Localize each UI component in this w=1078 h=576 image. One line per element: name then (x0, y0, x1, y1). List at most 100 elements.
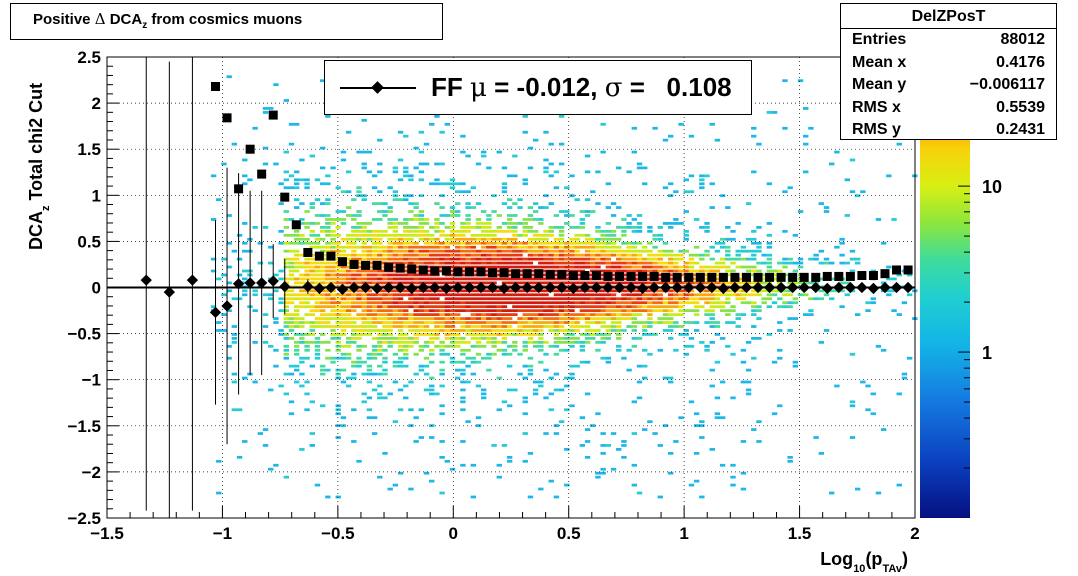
heatmap-cell (756, 309, 762, 313)
heatmap-cell (616, 348, 622, 352)
heatmap-cell (455, 237, 461, 241)
heatmap-cell (517, 301, 523, 305)
heatmap-cell (766, 253, 773, 257)
heatmap-cell (678, 249, 684, 253)
heatmap-cell (595, 301, 601, 305)
heatmap-cell (574, 317, 580, 320)
heatmap-cell (699, 257, 705, 261)
heatmap-cell (486, 249, 492, 253)
heatmap-cell (751, 289, 757, 293)
heatmap-cell (486, 214, 492, 217)
heatmap-cell (309, 233, 315, 237)
heatmap-cell (782, 229, 788, 233)
heatmap-cell (496, 253, 502, 257)
heatmap-cell (283, 325, 289, 328)
heatmap-cell (652, 305, 658, 309)
heatmap-cell (392, 241, 399, 245)
heatmap-cell (387, 337, 393, 340)
heatmap-cell (319, 277, 326, 281)
sigma-point (372, 260, 382, 270)
heatmap-cell (465, 329, 471, 332)
heatmap-cell (532, 380, 539, 384)
heatmap-cell (569, 241, 575, 245)
heatmap-cell (761, 281, 767, 285)
heatmap-cell (449, 360, 456, 364)
heatmap-cell (667, 249, 674, 253)
heatmap-cell (574, 321, 580, 324)
heatmap-cell (397, 237, 404, 241)
heatmap-cell (309, 305, 315, 309)
heatmap-cell (517, 281, 523, 285)
heatmap-cell (688, 344, 695, 348)
heatmap-cell (470, 313, 476, 316)
heatmap-cell (423, 281, 430, 285)
heatmap-cell (242, 269, 248, 273)
heatmap-cell (475, 424, 482, 427)
heatmap-cell (444, 253, 451, 257)
heatmap-cell (558, 297, 565, 301)
heatmap-cell (418, 222, 425, 225)
heatmap-cell (553, 265, 560, 269)
heatmap-cell (616, 325, 622, 328)
heatmap-cell (356, 226, 362, 229)
heatmap-cell (293, 321, 300, 324)
heatmap-cell (371, 277, 378, 281)
heatmap-cell (605, 444, 612, 447)
heatmap-cell (751, 325, 757, 328)
heatmap-cell (377, 337, 383, 340)
heatmap-cell (693, 309, 700, 313)
heatmap-cell (444, 277, 451, 281)
legend: FF μ = -0.012, σ = 0.108 (324, 60, 752, 115)
heatmap-cell (522, 459, 528, 463)
heatmap-cell (387, 392, 393, 396)
heatmap-cell (465, 293, 471, 297)
heatmap-cell (480, 226, 487, 229)
heatmap-cell (330, 305, 336, 309)
heatmap-cell (517, 333, 523, 336)
heatmap-cell (486, 340, 492, 344)
heatmap-cell (351, 329, 357, 332)
heatmap-cell (512, 226, 518, 229)
heatmap-cell (288, 218, 295, 221)
mean-point (232, 278, 245, 290)
heatmap-cell (460, 297, 466, 301)
heatmap-cell (330, 241, 336, 245)
heatmap-cell (335, 249, 341, 253)
heatmap-cell (444, 297, 451, 301)
heatmap-cell (283, 150, 289, 154)
heatmap-cell (444, 257, 451, 261)
heatmap-cell (345, 265, 352, 269)
heatmap-cell (434, 309, 440, 313)
sigma-point (822, 271, 832, 281)
heatmap-cell (304, 186, 310, 190)
heatmap-cell (548, 142, 554, 146)
heatmap-cell (387, 257, 393, 261)
heatmap-cell (470, 265, 476, 269)
heatmap-cell (584, 261, 591, 265)
heatmap-cell (371, 344, 378, 348)
heatmap-cell (543, 289, 549, 293)
sigma-point (534, 269, 544, 279)
heatmap-cell (538, 305, 544, 309)
heatmap-cell (392, 297, 399, 301)
heatmap-cell (891, 218, 897, 221)
heatmap-cell (278, 333, 284, 336)
heatmap-cell (548, 344, 554, 348)
heatmap-cell (548, 376, 554, 380)
heatmap-cell (439, 249, 445, 253)
heatmap-cell (532, 297, 539, 301)
heatmap-cell (283, 178, 289, 182)
heatmap-cell (366, 408, 373, 412)
heatmap-cell (517, 277, 523, 281)
heatmap-cell (543, 206, 549, 209)
heatmap-cell (662, 305, 669, 309)
heatmap-cell (569, 194, 575, 198)
heatmap-cell (439, 229, 445, 233)
heatmap-cell (501, 182, 508, 186)
heatmap-cell (377, 392, 383, 396)
heatmap-cell (558, 229, 565, 233)
heatmap-cell (262, 162, 269, 166)
heatmap-cell (517, 372, 523, 376)
x-tick-label: −1 (213, 524, 232, 543)
heatmap-cell (475, 333, 482, 336)
